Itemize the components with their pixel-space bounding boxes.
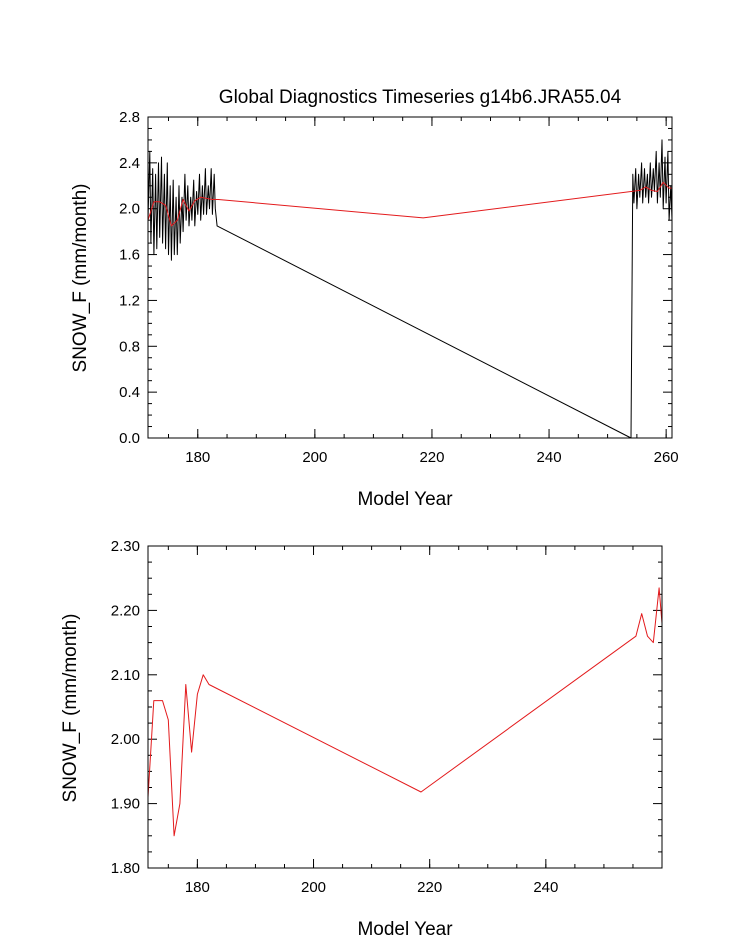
x-tick-label: 180: [185, 449, 210, 466]
x-tick-label: 220: [417, 879, 442, 896]
bottom-plot-frame: [147, 545, 663, 869]
bottom-axes-ticks: 180 200 220 240 1.80 1.90 2.00 2.10 2.20 2.30: [111, 538, 663, 896]
bottom-panel: 180 200 220 240 1.80 1.90 2.00 2.10 2.20 2.30 Mod…: [60, 538, 663, 940]
y-tick-label: 0.8: [119, 338, 140, 355]
y-tick-label: 0.0: [119, 430, 140, 447]
y-tick-label: 2.30: [111, 538, 140, 555]
chart-title: Global Diagnostics Timeseries g14b6.JRA5…: [219, 87, 622, 108]
x-tick-label: 240: [537, 449, 562, 466]
top-y-axis-label: SNOW_F (mm/month): [70, 184, 91, 373]
y-tick-label: 2.4: [119, 155, 140, 172]
top-x-axis-label: Model Year: [357, 489, 453, 510]
y-tick-label: 2.20: [111, 602, 140, 619]
bottom-y-axis-label: SNOW_F (mm/month): [60, 614, 81, 803]
y-tick-label: 1.80: [111, 860, 140, 877]
top-panel: Global Diagnostics Timeseries g14b6.JRA5…: [70, 87, 679, 510]
bottom-x-axis-label: Model Year: [357, 919, 453, 940]
top-series: [147, 139, 673, 439]
x-tick-label: 240: [533, 879, 558, 896]
y-tick-label: 0.4: [119, 384, 140, 401]
x-tick-label: 220: [419, 449, 444, 466]
y-tick-label: 1.2: [119, 292, 140, 309]
top-plot-frame: [147, 116, 673, 439]
y-tick-label: 2.8: [119, 109, 140, 126]
y-tick-label: 1.6: [119, 247, 140, 264]
annual-mean-series-line: [147, 181, 672, 227]
y-tick-label: 1.90: [111, 796, 140, 813]
x-tick-label: 180: [185, 879, 210, 896]
x-tick-label: 260: [654, 449, 679, 466]
top-axes-ticks: 180 200 220 240 260 0.0 0.4 0.8 1.2 1.6 2.0 2.4 2.8: [119, 109, 679, 466]
monthly-series-line: [147, 139, 673, 439]
y-tick-label: 2.00: [111, 731, 140, 748]
y-tick-label: 2.10: [111, 667, 140, 684]
x-tick-label: 200: [302, 449, 327, 466]
annual-mean-series-line: [147, 587, 663, 837]
y-tick-label: 2.0: [119, 201, 140, 218]
x-tick-label: 200: [301, 879, 326, 896]
bottom-series: [147, 587, 663, 837]
